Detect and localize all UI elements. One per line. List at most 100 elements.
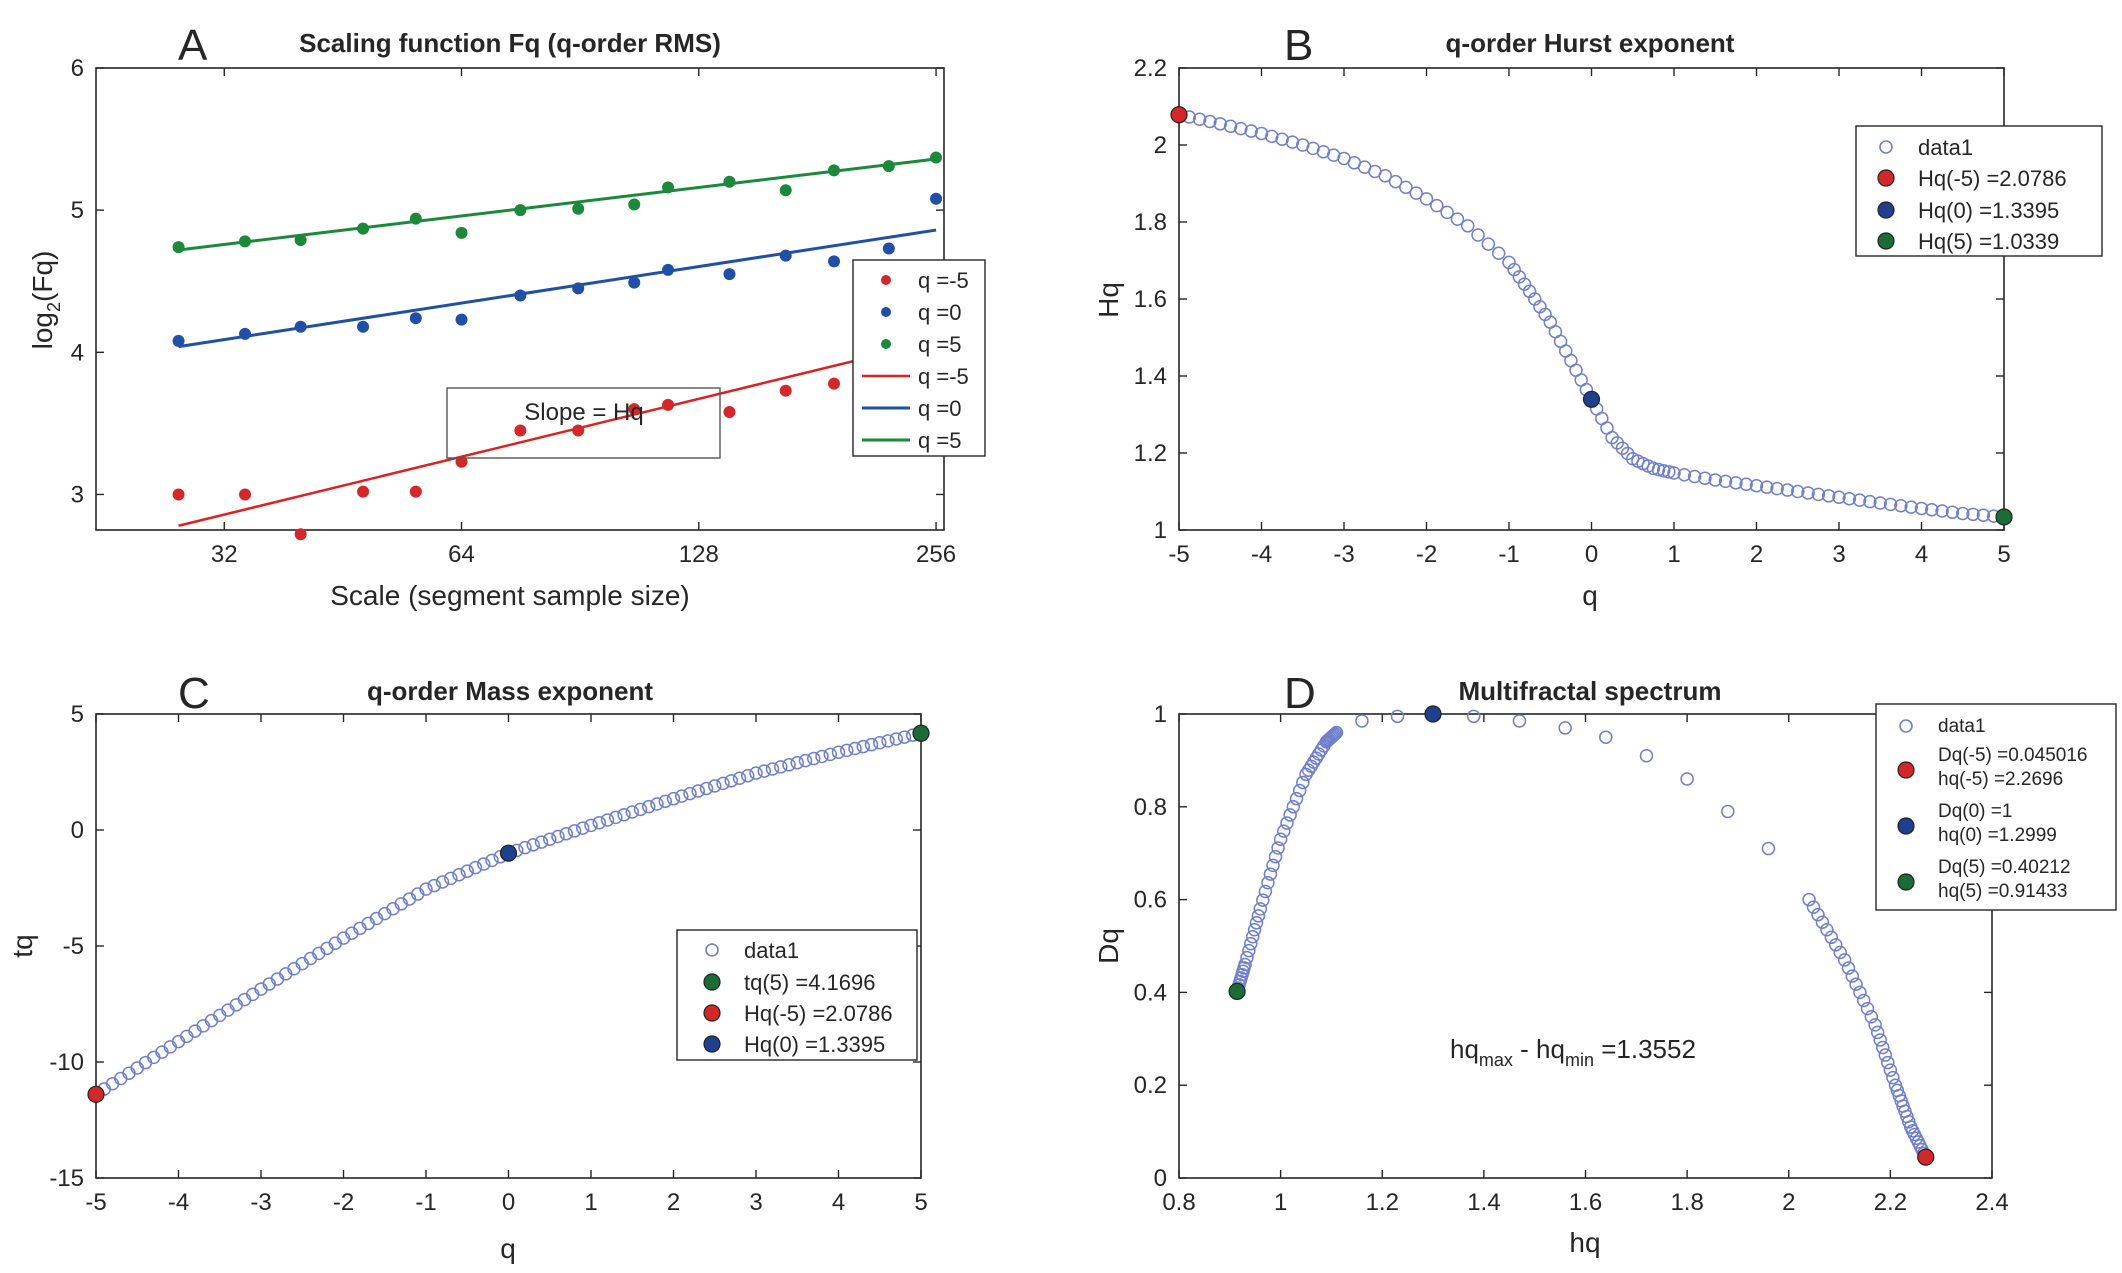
legend-marker-red (1897, 761, 1915, 779)
data-point (666, 791, 681, 806)
legend-marker-blue (1897, 817, 1915, 835)
data-point-2 (357, 222, 370, 235)
data-point (732, 771, 747, 786)
data-point (1203, 114, 1217, 129)
data-point (757, 764, 771, 778)
data-point-2 (514, 204, 527, 217)
panel-b-legend: data1 Hq(-5) =2.0786 Hq(0) =1.3395 Hq(5)… (1855, 125, 2103, 257)
data-point-1 (723, 268, 736, 281)
data-point (1729, 476, 1743, 490)
data-point-0 (172, 488, 185, 501)
data-point (1662, 465, 1676, 479)
data-point (1687, 469, 1702, 484)
highlight-point (1170, 106, 1188, 124)
data-point (1820, 923, 1834, 937)
data-point (1213, 117, 1227, 131)
data-point-0 (779, 384, 792, 397)
data-point-0 (628, 403, 641, 416)
data-point (1821, 489, 1836, 503)
data-point (609, 810, 623, 825)
highlight-point (1917, 1148, 1935, 1166)
data-point-1 (409, 312, 422, 325)
data-point (1811, 487, 1826, 502)
panel-c-x-tick-label: -2 (333, 1189, 354, 1216)
data-point (749, 766, 763, 780)
data-point (658, 794, 672, 809)
fit-line-1 (178, 228, 937, 349)
data-point (650, 797, 664, 811)
panel-d-legend: data1 Dq(-5) =0.045016 hq(-5) =2.2696 Dq… (1875, 703, 2117, 911)
panel-d-x-tick-label: 2.2 (1874, 1189, 1907, 1216)
panel-a-y-tick-label: 4 (71, 339, 84, 366)
panel-c-y-tick-label: -10 (49, 1049, 84, 1076)
data-point (1639, 749, 1654, 763)
svg-text:log2(Fq): log2(Fq) (27, 251, 64, 350)
legend-c-data1: data1 (744, 938, 799, 963)
legend-marker-q-5 (881, 275, 891, 285)
data-point (1266, 858, 1280, 873)
panel-d-y-tick-label: 0.6 (1134, 887, 1167, 914)
data-point-0 (357, 485, 370, 498)
legend-a-2: q =0 (918, 300, 961, 325)
data-point (1760, 480, 1774, 494)
legend-box (1875, 703, 2117, 911)
data-point-1 (662, 263, 675, 276)
data-point (617, 807, 631, 822)
legend-d-m1b: hq(-5) =2.2696 (1938, 769, 2063, 790)
data-point (724, 774, 738, 788)
panel-d-x-tick-label: 1.8 (1670, 1189, 1703, 1216)
highlight-point (912, 724, 930, 742)
panel-c-title: q-order Mass exponent (367, 676, 653, 706)
data-point (823, 747, 837, 762)
legend-marker-green (703, 973, 721, 991)
data-point (1558, 721, 1572, 735)
panel-b-points (1170, 106, 2013, 526)
data-point (1749, 478, 1764, 493)
data-point (1856, 993, 1871, 1008)
data-point (1247, 923, 1262, 937)
data-point (897, 730, 912, 744)
data-point (1935, 504, 1949, 518)
data-point (559, 826, 573, 841)
panel-b-y-tick-label: 1.6 (1134, 286, 1167, 313)
data-point (1860, 1001, 1875, 1016)
data-point (1841, 961, 1856, 975)
data-point (831, 745, 846, 760)
panel-c-x-tick-label: 5 (914, 1189, 927, 1216)
legend-c-m3: Hq(0) =1.3395 (744, 1032, 885, 1057)
data-point (1275, 132, 1289, 146)
legend-d-m1a: Dq(-5) =0.045016 (1938, 745, 2087, 766)
data-point-2 (172, 241, 185, 254)
data-point (1289, 791, 1304, 806)
data-point-0 (723, 406, 736, 419)
data-point (1512, 714, 1527, 728)
data-point (889, 732, 903, 746)
data-point (873, 736, 887, 750)
panel-b-y-tick-label: 1.4 (1134, 363, 1167, 390)
data-point (790, 755, 804, 770)
highlight-point (1995, 508, 2013, 526)
legend-marker-green (1877, 232, 1895, 250)
data-point (1378, 169, 1392, 183)
data-point (1265, 129, 1279, 144)
data-point (1815, 915, 1830, 929)
data-point (460, 864, 474, 878)
panel-a-x-tick-label: 128 (679, 541, 719, 568)
data-point (1680, 772, 1694, 786)
data-point (1258, 884, 1273, 899)
legend-d-m3b: hq(5) =0.91433 (1938, 881, 2067, 902)
panel-b: B q-order Hurst exponent -5 -4 -3 -2 -1 0 1 2 3 4… (1093, 21, 2103, 611)
data-point (1718, 474, 1733, 489)
ylabel-rest: (Fq) (27, 251, 58, 302)
panel-a-legend: q =-5 q =0 q =5 q =-5 q =0 q =5 (852, 259, 986, 457)
data-point (435, 875, 450, 889)
data-point-1 (628, 276, 641, 289)
data-point (1324, 730, 1339, 744)
data-point (1873, 1033, 1887, 1047)
data-point (1876, 1040, 1890, 1055)
data-point (1802, 892, 1816, 907)
panel-b-x-tick-label: 0 (1585, 541, 1598, 568)
data-point (1770, 481, 1784, 496)
data-point (427, 878, 441, 893)
panel-b-ticks: -5 -4 -3 -2 -1 0 1 2 3 4 5 1 1.2 1.4 1.6 1.8 2 2.2 (1134, 55, 2011, 568)
